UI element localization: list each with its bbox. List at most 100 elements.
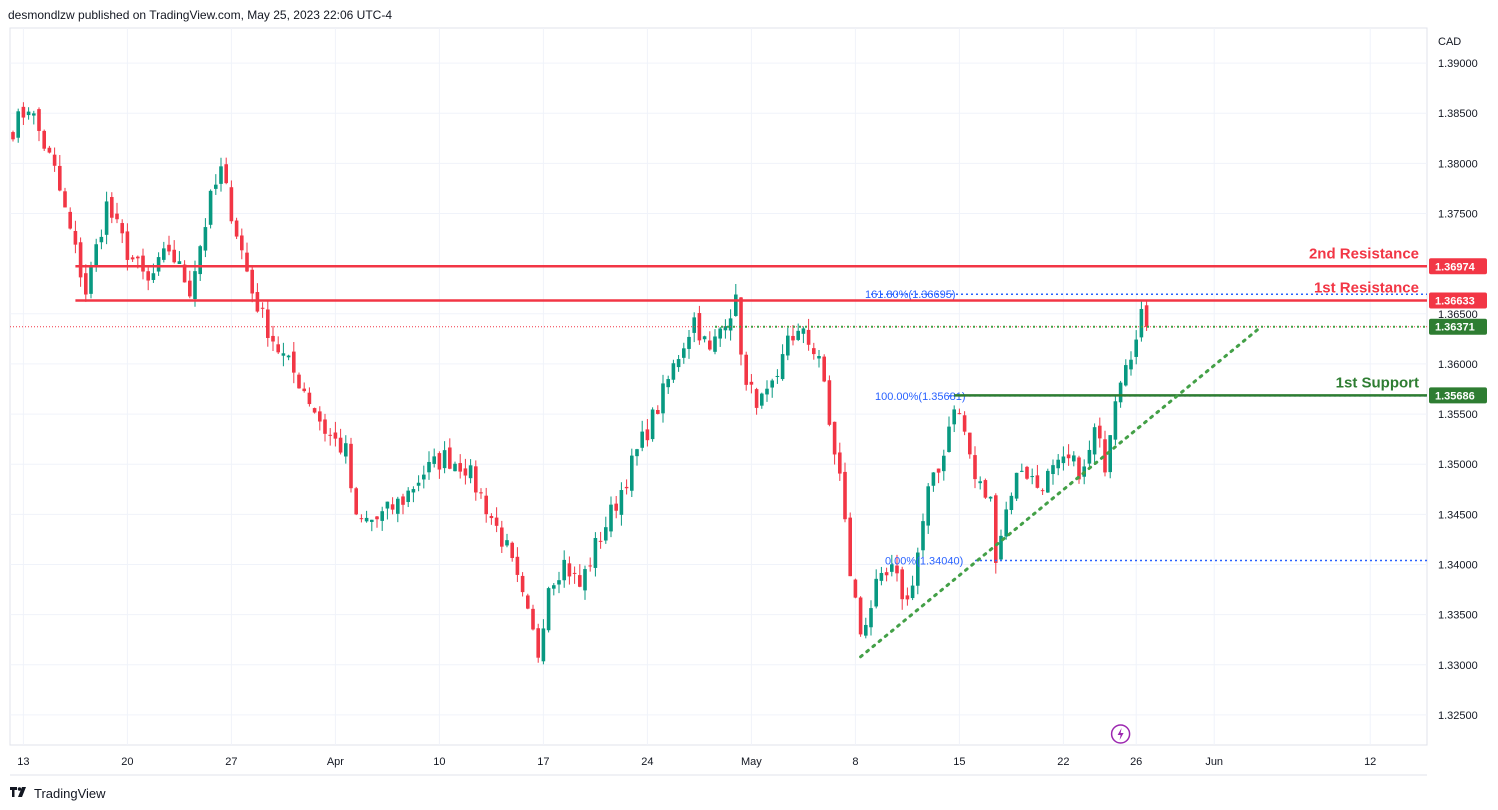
candle-body	[1066, 454, 1071, 459]
candle-body	[505, 540, 509, 546]
candle-body	[338, 437, 343, 453]
candle-body	[1098, 425, 1102, 439]
candle-body	[370, 519, 374, 522]
candle-body	[1046, 470, 1050, 493]
fib-level-label: 161.80%(1.36695)	[865, 289, 956, 301]
candle-body	[416, 482, 421, 486]
candle-body	[125, 231, 130, 260]
candle-body	[188, 280, 192, 297]
plot-frame	[9, 27, 1428, 746]
price-labels: 1.36974 1.36633 1.35686 1.36371	[1429, 258, 1487, 404]
y-tick-label: 1.35000	[1438, 459, 1478, 471]
candle-body	[156, 257, 161, 272]
candle-body	[604, 527, 608, 541]
candle-body	[292, 351, 296, 373]
candle-body	[328, 434, 332, 436]
price-label: 1.35686	[1435, 390, 1475, 402]
candle-body	[817, 356, 821, 359]
candle-body	[879, 572, 884, 581]
candle-body	[848, 517, 852, 577]
x-tick-label: 12	[1364, 756, 1376, 768]
candle-body	[858, 597, 863, 635]
candle-body	[775, 375, 780, 377]
candle-body	[1113, 401, 1118, 440]
candle-body	[968, 432, 972, 455]
candle-body	[1004, 509, 1008, 537]
candle-body	[567, 563, 572, 577]
candle-body	[572, 572, 577, 574]
candle-body	[515, 556, 520, 575]
candle-body	[921, 521, 925, 551]
candle-body	[151, 273, 156, 280]
candle-body	[994, 495, 998, 563]
candle-body	[843, 471, 847, 520]
candle-body	[432, 456, 436, 464]
x-tick-label: 13	[17, 756, 29, 768]
candle-body	[916, 552, 920, 586]
candle-body	[702, 336, 707, 340]
candle-body	[224, 164, 228, 184]
x-tick-label: Jun	[1205, 756, 1223, 768]
y-tick-label: 1.33500	[1438, 610, 1478, 622]
candle-body	[666, 379, 670, 388]
candle-body	[255, 292, 260, 312]
candle-body	[468, 465, 473, 479]
candle-body	[11, 132, 15, 140]
candle-body	[786, 335, 790, 356]
price-label: 1.36633	[1435, 295, 1475, 307]
candle-body	[411, 489, 416, 493]
price-label-box	[1429, 387, 1487, 404]
candle-body	[494, 517, 499, 526]
y-tick-label: 1.33000	[1438, 660, 1478, 672]
candle-body	[333, 432, 338, 439]
candle-body	[671, 363, 676, 380]
candle-body	[988, 496, 993, 499]
footer-brand: TradingView	[34, 785, 106, 801]
candle-body	[110, 197, 114, 218]
candle-body	[630, 455, 634, 491]
candle-body	[1118, 382, 1123, 403]
fib-level-label: 0.00%(1.34040)	[885, 555, 963, 567]
candle-body	[99, 236, 104, 243]
candle-body	[749, 381, 754, 385]
y-tick-label: 1.35500	[1438, 409, 1478, 421]
candle-body	[952, 409, 956, 425]
candle-body	[546, 588, 551, 631]
candles	[11, 102, 1149, 665]
candle-body	[541, 628, 546, 662]
candle-body	[1035, 475, 1040, 488]
candle-body	[791, 335, 795, 341]
candle-body	[448, 447, 452, 469]
candle-body	[734, 294, 738, 316]
candle-body	[931, 472, 936, 486]
price-label-box	[1429, 258, 1487, 275]
candle-body	[853, 579, 858, 598]
candle-body	[385, 501, 390, 509]
candle-body	[806, 329, 811, 345]
candle-body	[453, 463, 457, 472]
candle-body	[307, 392, 312, 405]
candle-body	[760, 393, 764, 406]
candle-body	[1025, 466, 1029, 479]
candle-body	[260, 307, 265, 309]
candle-body	[318, 411, 322, 422]
candle-body	[822, 356, 826, 382]
x-tick-label: 26	[1130, 756, 1142, 768]
candle-body	[557, 580, 561, 585]
candle-body	[177, 261, 182, 265]
candle-body	[203, 227, 208, 251]
candle-body	[297, 374, 301, 389]
candle-body	[52, 154, 57, 166]
publish-info: desmondlzw published on TradingView.com,…	[8, 8, 392, 22]
candle-body	[645, 429, 650, 441]
candle-body	[115, 213, 119, 220]
candle-body	[63, 191, 67, 208]
candle-body	[552, 585, 556, 589]
candle-body	[479, 492, 483, 494]
candle-body	[1144, 305, 1149, 327]
candle-body	[526, 595, 530, 609]
candle-body	[583, 569, 587, 591]
candle-body	[864, 624, 868, 636]
ascending-trendline	[859, 325, 1263, 659]
